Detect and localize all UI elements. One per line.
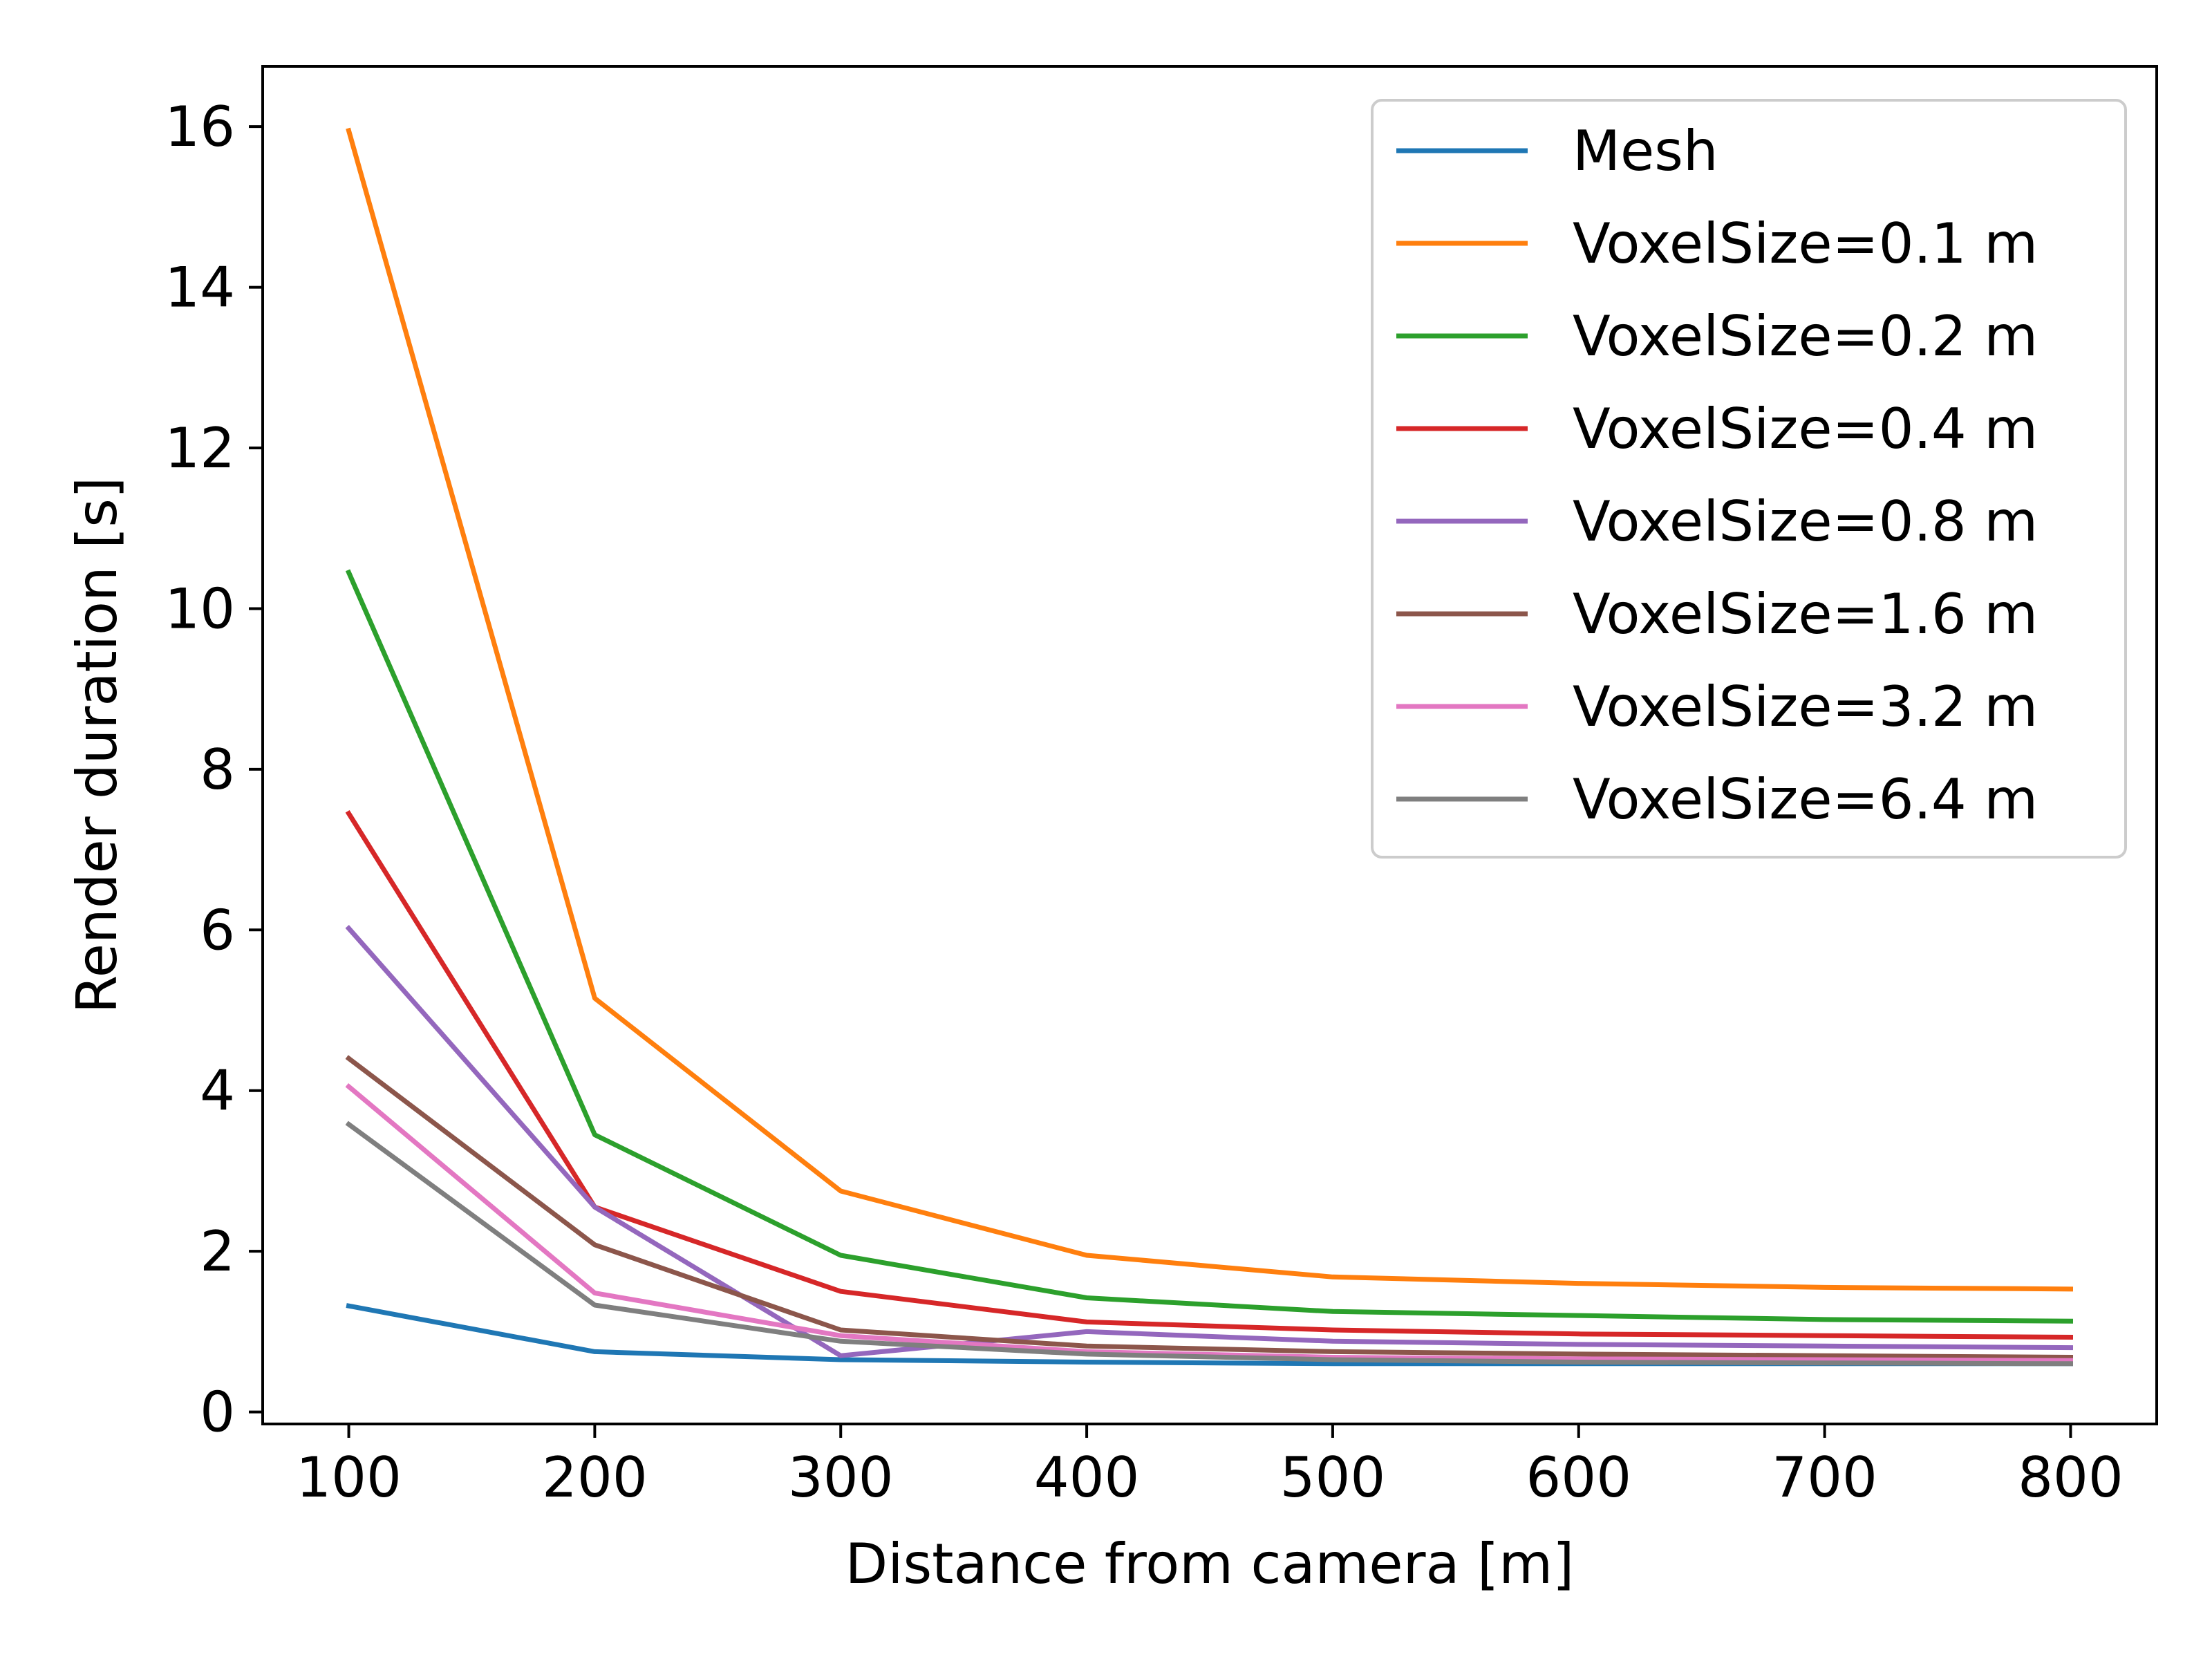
legend-label-7: VoxelSize=6.4 m bbox=[1573, 767, 2038, 832]
legend: Mesh VoxelSize=0.1 m VoxelSize=0.2 m VoxelS… bbox=[1371, 99, 2127, 859]
x-tick-label: 600 bbox=[1526, 1445, 1631, 1510]
plot-area-frame bbox=[261, 65, 2158, 1425]
series-line-7 bbox=[345, 1121, 2074, 1367]
legend-label-3: VoxelSize=0.4 m bbox=[1573, 397, 2038, 461]
y-axis: 0 2 4 6 8 10 12 14 16 bbox=[165, 95, 263, 1445]
y-axis-label: Render duration [s] bbox=[65, 477, 129, 1013]
series-layer bbox=[345, 127, 2074, 1367]
y-tick-label: 14 bbox=[165, 256, 235, 320]
legend-label-4: VoxelSize=0.8 m bbox=[1573, 489, 2038, 554]
legend-label-6: VoxelSize=3.2 m bbox=[1573, 675, 2038, 739]
x-tick-label: 500 bbox=[1280, 1445, 1386, 1510]
y-tick-label: 16 bbox=[165, 95, 235, 159]
x-tick-label: 300 bbox=[788, 1445, 894, 1510]
series-line-1 bbox=[346, 127, 2074, 1292]
y-tick-label: 8 bbox=[200, 738, 235, 802]
y-tick-label: 2 bbox=[200, 1219, 235, 1284]
legend-label-1: VoxelSize=0.1 m bbox=[1573, 212, 2038, 276]
x-tick-label: 100 bbox=[296, 1445, 402, 1510]
x-tick-label: 800 bbox=[2018, 1445, 2124, 1510]
legend-label-5: VoxelSize=1.6 m bbox=[1573, 582, 2038, 646]
y-tick-label: 4 bbox=[200, 1059, 235, 1123]
y-tick-label: 0 bbox=[200, 1380, 235, 1445]
series-line-2 bbox=[345, 569, 2074, 1324]
series-line-5 bbox=[345, 1055, 2074, 1360]
series-line-3 bbox=[345, 809, 2074, 1340]
y-tick-label: 6 bbox=[200, 898, 235, 962]
x-tick-label: 400 bbox=[1034, 1445, 1140, 1510]
y-tick-label: 12 bbox=[165, 416, 235, 480]
series-line-4 bbox=[345, 925, 2074, 1358]
x-tick-label: 700 bbox=[1772, 1445, 1877, 1510]
x-axis-label: Distance from camera [m] bbox=[845, 1532, 1575, 1596]
x-axis: 100 200 300 400 500 600 700 800 bbox=[296, 1424, 2124, 1510]
legend-label-0: Mesh bbox=[1573, 119, 1718, 183]
legend-label-2: VoxelSize=0.2 m bbox=[1573, 304, 2038, 368]
x-tick-label: 200 bbox=[542, 1445, 648, 1510]
legend-frame bbox=[1371, 99, 2127, 859]
y-tick-label: 10 bbox=[165, 577, 235, 641]
